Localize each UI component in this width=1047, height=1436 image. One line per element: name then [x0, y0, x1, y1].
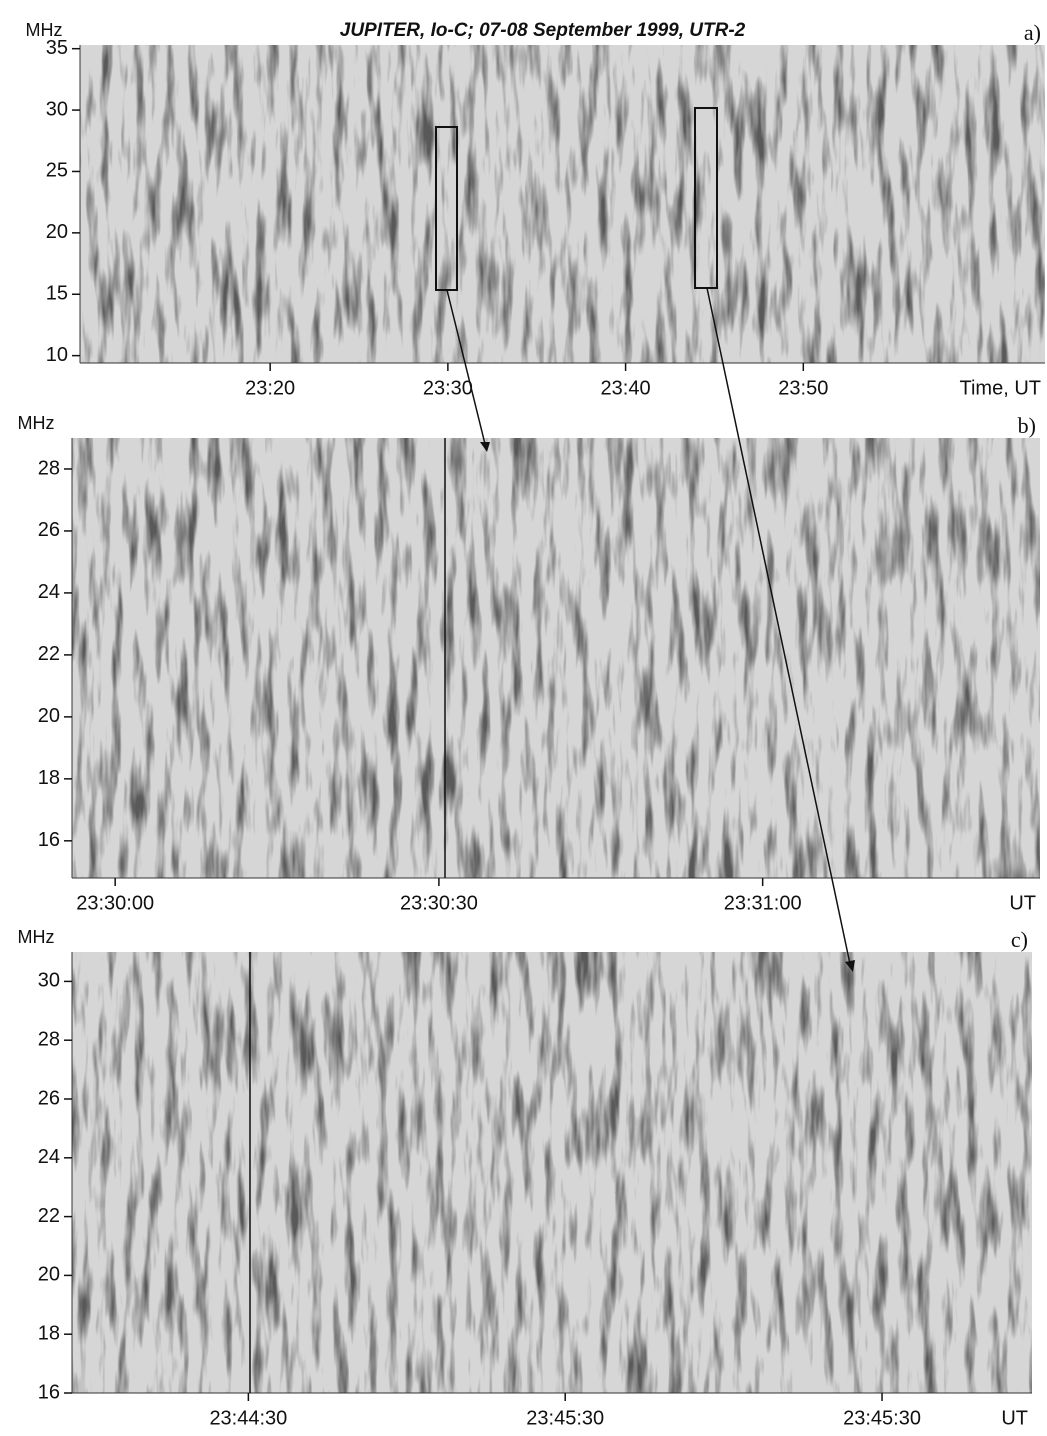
y-axis-label: MHz: [18, 413, 55, 433]
y-tick-label: 18: [38, 767, 60, 789]
zoom-box: [435, 126, 458, 291]
x-tick-label: 23:50: [778, 377, 828, 399]
y-tick-label: 20: [46, 221, 68, 243]
chart-title: JUPITER, Io-C; 07-08 September 1999, UTR…: [340, 20, 746, 41]
y-tick-label: 30: [38, 970, 60, 992]
x-axis-label: UT: [1009, 892, 1036, 914]
y-tick-label: 26: [38, 519, 60, 541]
y-tick-label: 24: [38, 581, 60, 603]
y-axis-label: MHz: [18, 927, 55, 947]
y-tick-label: 24: [38, 1146, 60, 1168]
panel-label: c): [1011, 927, 1028, 952]
x-tick-label: 23:30:30: [400, 892, 478, 914]
y-tick-label: 22: [38, 1205, 60, 1227]
y-axis-label: MHz: [26, 20, 63, 40]
x-axis-label: Time, UT: [960, 377, 1041, 399]
zoom-arrow: [706, 287, 851, 965]
x-tick-label: 23:44:30: [209, 1407, 287, 1429]
y-tick-label: 28: [38, 457, 60, 479]
spectrum-texture: [80, 45, 1045, 363]
x-tick-label: 23:40: [601, 377, 651, 399]
spectrum-texture: [72, 438, 1040, 878]
x-tick-label: 23:45:30: [843, 1407, 921, 1429]
y-tick-label: 20: [38, 1264, 60, 1286]
y-tick-label: 28: [38, 1028, 60, 1050]
y-tick-label: 25: [46, 160, 68, 182]
y-tick-label: 10: [46, 344, 68, 366]
x-tick-label: 23:45:30: [526, 1407, 604, 1429]
y-tick-label: 18: [38, 1322, 60, 1344]
y-tick-label: 26: [38, 1087, 60, 1109]
arrow-head: [845, 960, 855, 972]
x-tick-label: 23:30: [423, 377, 473, 399]
y-tick-label: 16: [38, 829, 60, 851]
y-tick-label: 16: [38, 1381, 60, 1403]
panel-label: a): [1024, 20, 1041, 45]
x-tick-label: 23:31:00: [724, 892, 802, 914]
spectrum-texture: [72, 952, 1032, 1393]
panel-label: b): [1018, 413, 1036, 438]
x-tick-label: 23:30:00: [76, 892, 154, 914]
y-tick-label: 30: [46, 98, 68, 120]
zoom-arrow: [446, 289, 486, 445]
y-tick-label: 15: [46, 283, 68, 305]
y-tick-label: 20: [38, 705, 60, 727]
x-tick-label: 23:20: [245, 377, 295, 399]
y-tick-label: 35: [46, 37, 68, 59]
zoom-annotations: [249, 107, 855, 1393]
arrow-head: [480, 442, 490, 452]
zoom-box: [694, 107, 718, 289]
x-axis-label: UT: [1001, 1407, 1028, 1429]
y-tick-label: 22: [38, 643, 60, 665]
